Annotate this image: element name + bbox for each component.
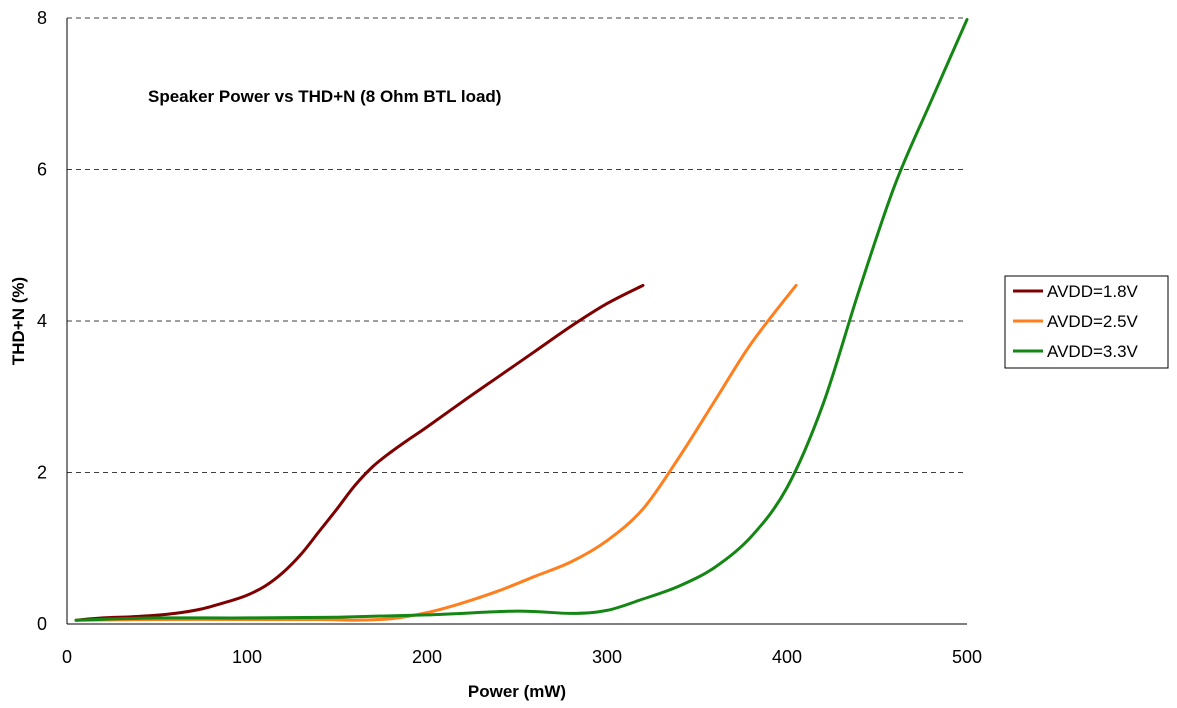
y-tick-labels: 0 2 4 6 8 (37, 8, 47, 634)
chart-title: Speaker Power vs THD+N (8 Ohm BTL load) (148, 87, 501, 106)
series-line-2 (74, 283, 798, 622)
legend-label-3: AVDD=3.3V (1047, 342, 1139, 361)
x-tick-label: 200 (412, 647, 442, 667)
y-tick-label: 2 (37, 463, 47, 483)
y-tick-label: 6 (37, 160, 47, 180)
y-axis-title: THD+N (%) (9, 277, 28, 365)
series-lines (74, 18, 969, 622)
series-line-1 (74, 283, 645, 622)
x-tick-labels: 0 100 200 300 400 500 (62, 647, 982, 667)
gridlines (67, 17, 967, 473)
legend-label-2: AVDD=2.5V (1047, 312, 1139, 331)
y-tick-label: 8 (37, 8, 47, 28)
legend-label-1: AVDD=1.8V (1047, 282, 1139, 301)
series-line-3 (74, 18, 969, 622)
y-tick-label: 4 (37, 311, 47, 331)
x-tick-label: 100 (232, 647, 262, 667)
x-tick-label: 400 (772, 647, 802, 667)
x-tick-label: 500 (952, 647, 982, 667)
y-tick-label: 0 (37, 614, 47, 634)
x-tick-label: 300 (592, 647, 622, 667)
x-tick-label: 0 (62, 647, 72, 667)
legend: AVDD=1.8V AVDD=2.5V AVDD=3.3V (1004, 275, 1169, 369)
x-axis-title: Power (mW) (468, 682, 566, 701)
